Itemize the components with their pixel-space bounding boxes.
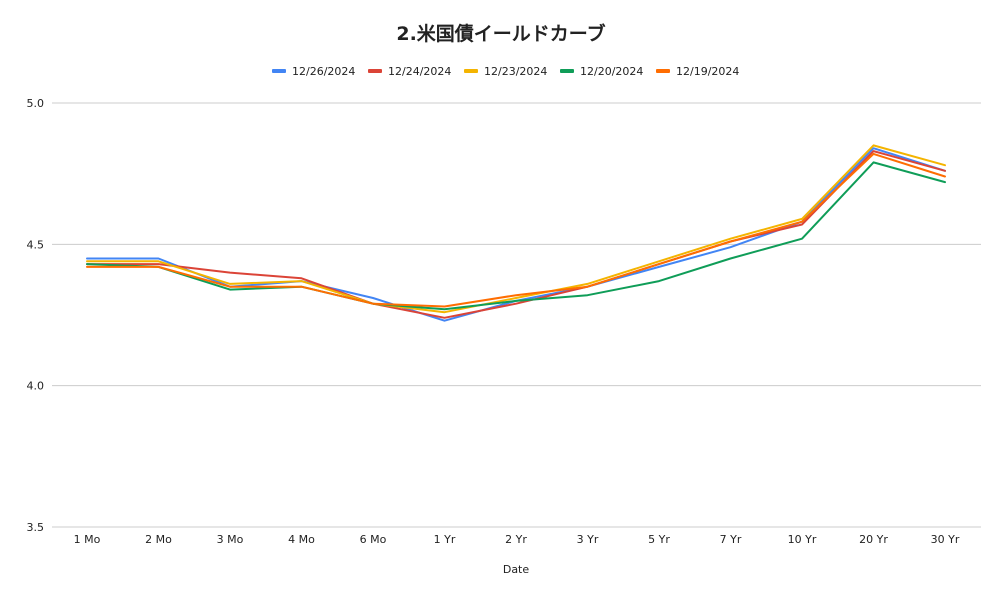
x-tick-label: 20 Yr [859,533,888,546]
x-tick-label: 2 Yr [505,533,527,546]
legend: 12/26/2024 12/24/2024 12/23/2024 12/20/2024… [272,65,739,78]
legend-item[interactable]: 12/23/2024 [464,65,547,78]
x-tick-label: 10 Yr [788,533,817,546]
x-tick-label: 4 Mo [288,533,315,546]
series-line-12-24-2024 [86,150,946,319]
legend-label: 12/19/2024 [676,65,739,78]
y-tick-label: 4.0 [27,380,45,393]
legend-swatch [368,69,382,73]
legend-label: 12/24/2024 [388,65,451,78]
x-tick-label: 6 Mo [360,533,387,546]
legend-label: 12/26/2024 [292,65,355,78]
legend-label: 12/23/2024 [484,65,547,78]
chart-title: 2.米国債イールドカーブ [396,22,605,45]
x-tick-label: 5 Yr [648,533,670,546]
series-line-12-19-2024 [86,152,946,308]
y-tick-label: 3.5 [27,521,45,534]
legend-swatch [464,69,478,73]
x-axis-ticks: 1 Mo 2 Mo 3 Mo 4 Mo 6 Mo 1 Yr 2 Yr 3 Yr 5 Yr 7 Yr… [74,533,960,546]
legend-item[interactable]: 12/19/2024 [656,65,739,78]
y-tick-label: 5.0 [27,97,45,110]
series-line-12-20-2024 [86,161,946,311]
legend-swatch [656,69,670,73]
x-tick-label: 30 Yr [931,533,960,546]
gridlines [52,102,981,528]
x-tick-label: 3 Mo [217,533,244,546]
y-tick-label: 4.5 [27,238,45,251]
legend-item[interactable]: 12/26/2024 [272,65,355,78]
legend-item[interactable]: 12/24/2024 [368,65,451,78]
x-tick-label: 3 Yr [577,533,599,546]
series-line-12-23-2024 [86,144,946,314]
x-tick-label: 1 Yr [434,533,456,546]
x-tick-label: 2 Mo [145,533,172,546]
x-tick-label: 1 Mo [74,533,101,546]
series-lines [86,144,946,322]
legend-swatch [560,69,574,73]
legend-item[interactable]: 12/20/2024 [560,65,643,78]
x-axis-title: Date [503,563,530,576]
legend-label: 12/20/2024 [580,65,643,78]
legend-swatch [272,69,286,73]
x-tick-label: 7 Yr [720,533,742,546]
y-axis-ticks: 3.5 4.0 4.5 5.0 [27,97,45,534]
